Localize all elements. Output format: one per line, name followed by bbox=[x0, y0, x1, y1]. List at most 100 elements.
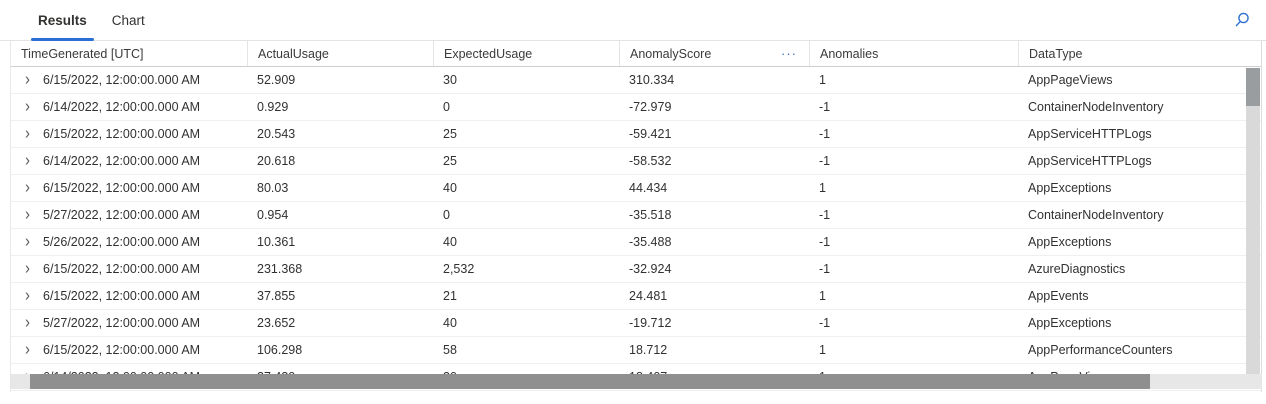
cell-expected: 0 bbox=[443, 208, 450, 222]
cell-data_type: AppExceptions bbox=[1028, 235, 1112, 249]
cell-time-text: 6/15/2022, 12:00:00.000 AM bbox=[43, 127, 201, 141]
cell-score: 24.481 bbox=[629, 289, 668, 303]
cell-time: › 6/15/2022, 12:00:00.000 AM bbox=[11, 67, 247, 93]
cell-time: › 5/27/2022, 12:00:00.000 AM bbox=[11, 310, 247, 336]
cell-anomalies: 1 bbox=[819, 343, 826, 357]
cell-score: -59.421 bbox=[629, 127, 672, 141]
column-header-expected[interactable]: ExpectedUsage bbox=[433, 41, 619, 66]
cell-data_type: ContainerNodeInventory bbox=[1028, 208, 1164, 222]
table-row[interactable]: › 6/15/2022, 12:00:00.000 AM 80.03 40 44.434… bbox=[11, 175, 1261, 202]
row-expand-chevron-icon[interactable]: › bbox=[25, 204, 30, 225]
column-header-label: DataType bbox=[1029, 46, 1083, 61]
search-button[interactable] bbox=[1230, 8, 1254, 32]
cell-anomalies: -1 bbox=[819, 154, 831, 168]
results-grid: TimeGenerated [UTC] ActualUsage ExpectedUs… bbox=[10, 41, 1262, 392]
cell-anomalies: 1 bbox=[819, 289, 826, 303]
cell-time: › 6/14/2022, 12:00:00.000 AM bbox=[11, 148, 247, 174]
cell-time-text: 6/15/2022, 12:00:00.000 AM bbox=[43, 181, 201, 195]
table-row[interactable]: › 5/26/2022, 12:00:00.000 AM 10.361 40 -35.4… bbox=[11, 229, 1261, 256]
cell-data_type: AppPageViews bbox=[1028, 73, 1113, 87]
cell-time-text: 6/14/2022, 12:00:00.000 AM bbox=[43, 100, 201, 114]
column-menu-icon[interactable]: ··· bbox=[781, 45, 797, 61]
cell-time: › 6/15/2022, 12:00:00.000 AM bbox=[11, 121, 247, 147]
table-row[interactable]: › 6/14/2022, 12:00:00.000 AM 20.618 25 -58.5… bbox=[11, 148, 1261, 175]
cell-actual: 106.298 bbox=[257, 343, 303, 357]
row-expand-chevron-icon[interactable]: › bbox=[25, 177, 30, 198]
row-expand-chevron-icon[interactable]: › bbox=[25, 339, 30, 360]
row-expand-chevron-icon[interactable]: › bbox=[25, 96, 30, 117]
cell-score: 310.334 bbox=[629, 73, 675, 87]
cell-data_type: AppEvents bbox=[1028, 289, 1089, 303]
tab-results[interactable]: Results bbox=[30, 0, 95, 41]
cell-anomalies: 1 bbox=[819, 181, 826, 195]
cell-score: -72.979 bbox=[629, 100, 672, 114]
row-expand-chevron-icon[interactable]: › bbox=[25, 69, 30, 90]
tab-chart[interactable]: Chart bbox=[104, 0, 153, 40]
cell-time-text: 6/15/2022, 12:00:00.000 AM bbox=[43, 343, 201, 357]
cell-data_type: AppServiceHTTPLogs bbox=[1028, 154, 1152, 168]
cell-anomalies: -1 bbox=[819, 100, 831, 114]
column-header-time[interactable]: TimeGenerated [UTC] bbox=[11, 41, 247, 66]
cell-expected: 25 bbox=[443, 127, 457, 141]
cell-actual: 20.618 bbox=[257, 154, 296, 168]
cell-anomalies: -1 bbox=[819, 262, 831, 276]
row-expand-chevron-icon[interactable]: › bbox=[25, 258, 30, 279]
table-header-row: TimeGenerated [UTC] ActualUsage ExpectedUs… bbox=[11, 41, 1261, 67]
table-row[interactable]: › 6/15/2022, 12:00:00.000 AM 20.543 25 -59.4… bbox=[11, 121, 1261, 148]
column-header-anomalies[interactable]: Anomalies bbox=[809, 41, 1018, 66]
cell-data_type: AzureDiagnostics bbox=[1028, 262, 1126, 276]
table-body: › 6/15/2022, 12:00:00.000 AM 52.909 30 310.3… bbox=[11, 67, 1261, 391]
cell-expected: 40 bbox=[443, 181, 457, 195]
vertical-scrollbar[interactable] bbox=[1246, 68, 1260, 389]
cell-score: -35.488 bbox=[629, 235, 672, 249]
tab-strip: Results Chart bbox=[0, 0, 1266, 41]
cell-actual: 80.03 bbox=[257, 181, 289, 195]
table-row[interactable]: › 5/27/2022, 12:00:00.000 AM 0.954 0 -35.518… bbox=[11, 202, 1261, 229]
cell-time: › 6/15/2022, 12:00:00.000 AM bbox=[11, 256, 247, 282]
table-row[interactable]: › 6/15/2022, 12:00:00.000 AM 106.298 58 18.7… bbox=[11, 337, 1261, 364]
table-row[interactable]: › 6/15/2022, 12:00:00.000 AM 231.368 2,532 -… bbox=[11, 256, 1261, 283]
column-header-label: ActualUsage bbox=[258, 46, 329, 61]
cell-anomalies: -1 bbox=[819, 235, 831, 249]
cell-anomalies: -1 bbox=[819, 127, 831, 141]
column-header-label: ExpectedUsage bbox=[444, 46, 533, 61]
cell-data_type: AppExceptions bbox=[1028, 316, 1112, 330]
cell-score: 44.434 bbox=[629, 181, 668, 195]
cell-expected: 40 bbox=[443, 235, 457, 249]
horizontal-scrollbar-thumb[interactable] bbox=[30, 374, 1150, 389]
cell-expected: 30 bbox=[443, 73, 457, 87]
cell-actual: 20.543 bbox=[257, 127, 296, 141]
column-header-data_type[interactable]: DataType bbox=[1018, 41, 1261, 66]
search-icon bbox=[1235, 12, 1249, 27]
cell-time-text: 6/15/2022, 12:00:00.000 AM bbox=[43, 262, 201, 276]
cell-time: › 6/14/2022, 12:00:00.000 AM bbox=[11, 94, 247, 120]
column-header-actual[interactable]: ActualUsage bbox=[247, 41, 433, 66]
vertical-scrollbar-thumb[interactable] bbox=[1246, 68, 1260, 106]
cell-anomalies: -1 bbox=[819, 208, 831, 222]
table-row[interactable]: › 6/15/2022, 12:00:00.000 AM 37.855 21 24.48… bbox=[11, 283, 1261, 310]
column-header-score[interactable]: AnomalyScore ··· bbox=[619, 41, 809, 66]
cell-expected: 2,532 bbox=[443, 262, 475, 276]
table-row[interactable]: › 5/27/2022, 12:00:00.000 AM 23.652 40 -19.7… bbox=[11, 310, 1261, 337]
horizontal-scrollbar[interactable] bbox=[10, 374, 1262, 389]
cell-expected: 40 bbox=[443, 316, 457, 330]
cell-data_type: AppPerformanceCounters bbox=[1028, 343, 1173, 357]
row-expand-chevron-icon[interactable]: › bbox=[25, 150, 30, 171]
tab-results-label: Results bbox=[38, 12, 87, 28]
cell-time-text: 6/14/2022, 12:00:00.000 AM bbox=[43, 154, 201, 168]
cell-expected: 25 bbox=[443, 154, 457, 168]
cell-actual: 23.652 bbox=[257, 316, 296, 330]
cell-time: › 6/15/2022, 12:00:00.000 AM bbox=[11, 175, 247, 201]
row-expand-chevron-icon[interactable]: › bbox=[25, 285, 30, 306]
cell-data_type: ContainerNodeInventory bbox=[1028, 100, 1164, 114]
column-header-label: TimeGenerated [UTC] bbox=[21, 46, 144, 61]
cell-actual: 10.361 bbox=[257, 235, 296, 249]
table-row[interactable]: › 6/14/2022, 12:00:00.000 AM 0.929 0 -72.979… bbox=[11, 94, 1261, 121]
column-header-label: AnomalyScore bbox=[630, 46, 712, 61]
row-expand-chevron-icon[interactable]: › bbox=[25, 123, 30, 144]
row-expand-chevron-icon[interactable]: › bbox=[25, 312, 30, 333]
table-row[interactable]: › 6/15/2022, 12:00:00.000 AM 52.909 30 310.3… bbox=[11, 67, 1261, 94]
row-expand-chevron-icon[interactable]: › bbox=[25, 231, 30, 252]
cell-expected: 21 bbox=[443, 289, 457, 303]
cell-time-text: 5/27/2022, 12:00:00.000 AM bbox=[43, 208, 201, 222]
